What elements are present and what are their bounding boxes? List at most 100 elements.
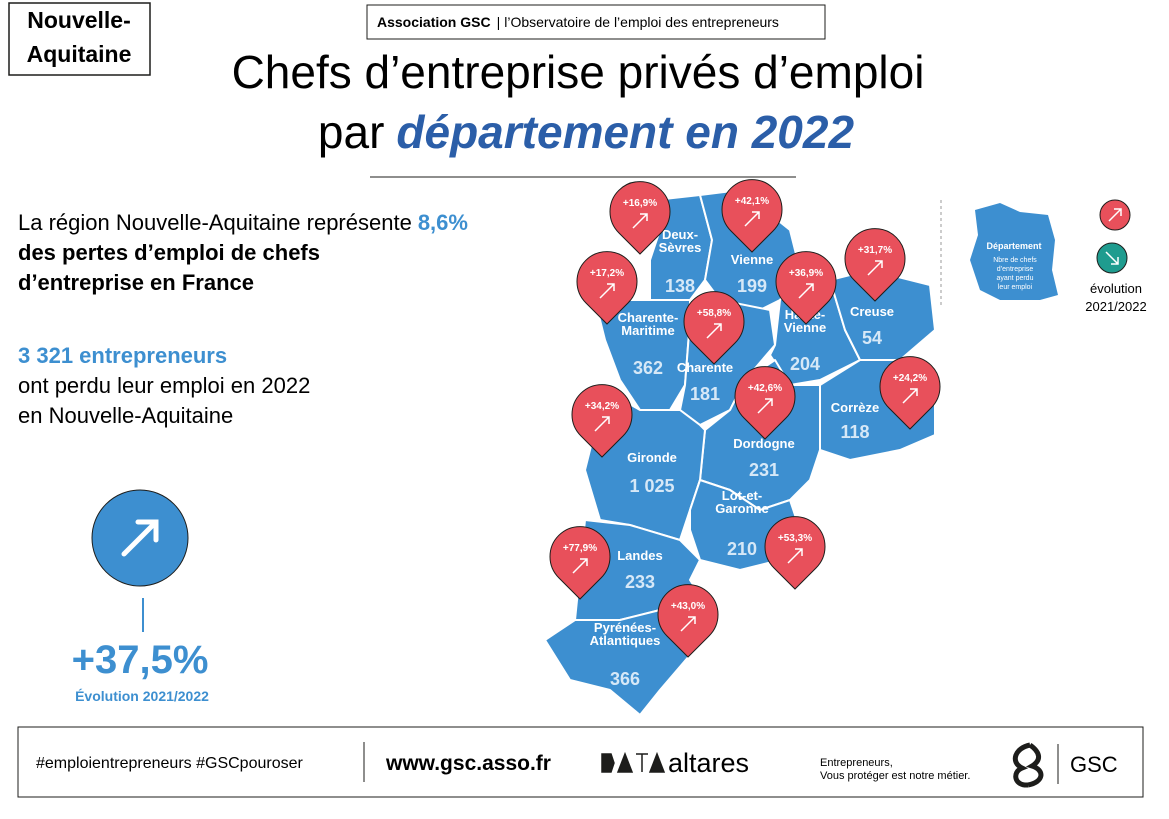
pin-value: +36,9% — [789, 268, 823, 279]
pin-arrow — [902, 388, 918, 404]
pin-shape — [683, 291, 745, 365]
department-count: 231 — [749, 460, 779, 480]
pin-value: +16,9% — [623, 198, 657, 209]
pin-value: +43,0% — [671, 601, 705, 612]
footer-box — [17, 726, 1144, 798]
department: Vienne 199 — [731, 252, 773, 296]
legend-description: d’entreprise — [997, 266, 1034, 273]
pin-value: +31,7% — [858, 245, 892, 256]
department-name: Maritime — [621, 323, 674, 338]
count-rest: ont perdu leur emploi en 2022 — [18, 373, 310, 398]
pin-arrow — [867, 260, 883, 276]
source-sub: l’Observatoire de l’emploi des entrepren… — [504, 14, 779, 30]
department: Gironde 1 025 — [627, 450, 677, 496]
department-name: Deux- — [662, 227, 698, 242]
source-name: Association GSC — [377, 14, 491, 30]
department-name: Creuse — [850, 304, 894, 319]
share-intro: La région Nouvelle-Aquitaine représente — [18, 210, 412, 235]
title: par département en 2022 — [318, 106, 855, 158]
pin-shape — [775, 251, 837, 325]
tagline: Entrepreneurs, — [820, 757, 893, 769]
region-tag: Aquitaine — [27, 41, 132, 67]
pin-value: +77,9% — [563, 543, 597, 554]
department-count: 118 — [840, 422, 869, 442]
pin-arrow — [680, 616, 696, 632]
pin-shape — [576, 251, 638, 325]
department: Corrèze 118 — [831, 400, 879, 442]
pin-arrow — [706, 323, 722, 339]
pin-arrow — [572, 558, 588, 574]
evolution-pin: +43,0% — [657, 584, 719, 658]
pin-value: +53,3% — [778, 533, 812, 544]
pin-value: +42,6% — [748, 383, 782, 394]
department: Landes 233 — [617, 548, 663, 592]
evolution-pin: +17,2% — [576, 251, 638, 325]
evolution-pin: +42,6% — [734, 366, 796, 440]
pin-shape — [571, 384, 633, 458]
source: Association GSC | l’Observatoire de l’empl… — [377, 14, 779, 30]
department-name: Corrèze — [831, 400, 879, 415]
pin-value: +58,8% — [697, 308, 731, 319]
share-rest: des pertes d’emploi de chefs — [18, 240, 320, 265]
legend-down-arrow — [1105, 251, 1119, 265]
pin-arrow — [594, 416, 610, 432]
department: Creuse 54 — [850, 304, 894, 348]
department-name: Charente — [677, 360, 733, 375]
department-count: 233 — [625, 572, 655, 592]
department-name: Vienne — [731, 252, 773, 267]
department-name: Landes — [617, 548, 663, 563]
share-rest: d’entreprise en France — [18, 270, 254, 295]
evolution-pin: +34,2% — [571, 384, 633, 458]
count-value: 3 321 entrepreneurs — [18, 343, 227, 368]
brand-logo — [1012, 742, 1044, 788]
evolution-label: Évolution 2021/2022 — [75, 688, 209, 704]
pin-shape — [609, 181, 671, 255]
pin-value: +17,2% — [590, 268, 624, 279]
legend-description: Nbre de chefs — [993, 257, 1037, 264]
partner: altares — [668, 748, 749, 778]
count-rest: en Nouvelle-Aquitaine — [18, 403, 233, 428]
department-name: Lot-et- — [722, 488, 762, 503]
evolution-pin: +31,7% — [844, 228, 906, 302]
pin-arrow — [632, 213, 648, 229]
partner-mark — [601, 751, 666, 773]
department-count: 210 — [727, 539, 757, 559]
evolution-pin: +24,2% — [879, 356, 941, 430]
department: Charente 181 — [677, 360, 733, 404]
legend-up-arrow — [1108, 208, 1122, 222]
url[interactable]: www.gsc.asso.fr — [385, 752, 551, 775]
share-value: 8,6% — [418, 210, 468, 235]
legend-description: leur emploi — [998, 284, 1033, 291]
department-count: 366 — [610, 669, 640, 689]
department-shape — [594, 299, 691, 411]
pin-shape — [721, 179, 783, 253]
pin-value: +24,2% — [893, 373, 927, 384]
department-name: Vienne — [784, 320, 826, 335]
brand: GSC — [1070, 752, 1118, 777]
legend-shape — [970, 203, 1058, 300]
department-count: 181 — [690, 384, 720, 404]
legend-department: Département — [986, 241, 1041, 251]
region-tag: Nouvelle- — [27, 7, 131, 33]
title-highlight: département en 2022 — [396, 106, 854, 158]
evolution-arrow — [121, 519, 159, 557]
pin-shape — [879, 356, 941, 430]
pin-shape — [549, 526, 611, 600]
evolution-value: +37,5% — [72, 638, 209, 682]
department-count: 54 — [862, 328, 882, 348]
pin-arrow — [599, 283, 615, 299]
pin-shape — [734, 366, 796, 440]
department-count: 362 — [633, 358, 663, 378]
department-name: Garonne — [715, 501, 768, 516]
tagline: Vous protéger est notre métier. — [820, 770, 970, 782]
region-tag-box — [8, 2, 151, 76]
pin-shape — [657, 584, 719, 658]
evolution-pin: +53,3% — [764, 516, 826, 590]
source-box — [366, 4, 826, 40]
pin-arrow — [757, 398, 773, 414]
pin-shape — [844, 228, 906, 302]
pin-value: +42,1% — [735, 196, 769, 207]
separator: | — [497, 14, 501, 30]
